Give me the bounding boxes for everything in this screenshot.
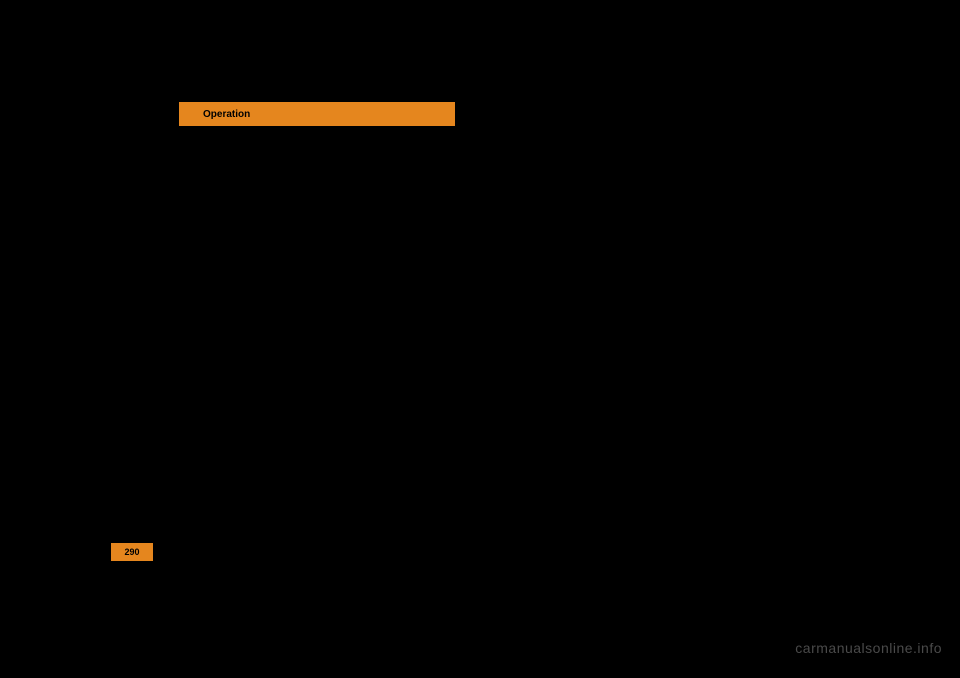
section-header-bar: Operation: [179, 102, 455, 126]
page-number-text: 290: [124, 547, 139, 557]
section-header-text: Operation: [203, 109, 250, 120]
watermark-text: carmanualsonline.info: [795, 640, 942, 656]
page-number-bar: 290: [111, 543, 153, 561]
